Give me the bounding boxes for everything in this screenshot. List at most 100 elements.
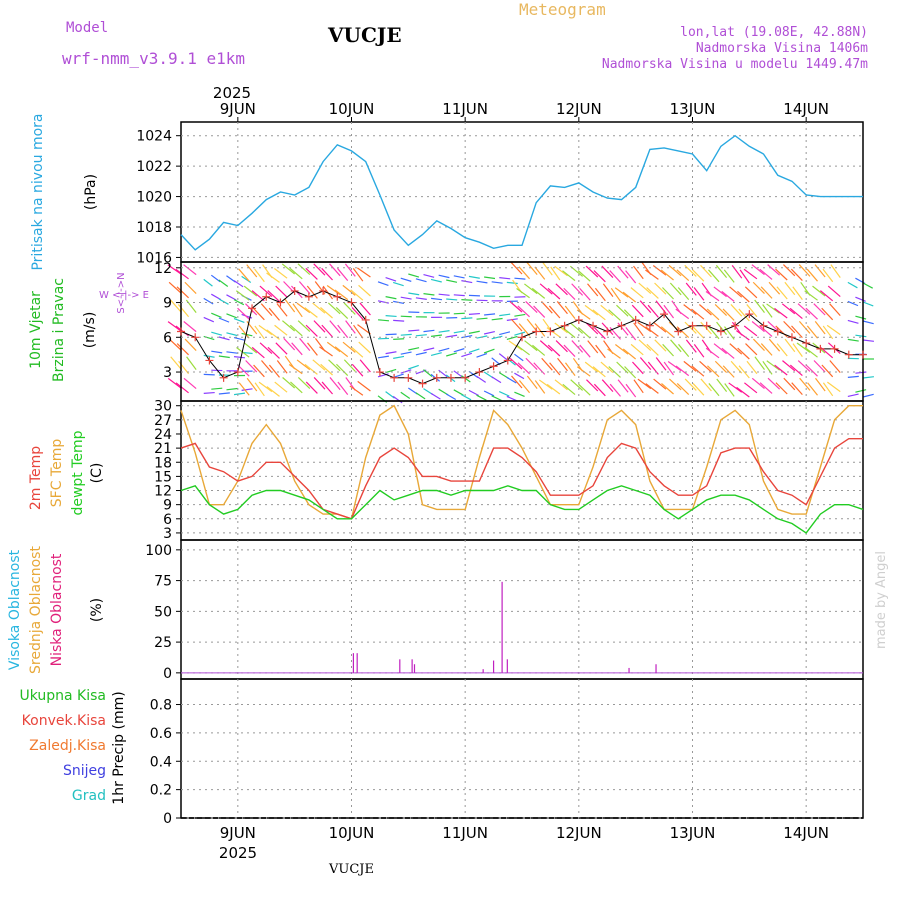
wind-vector [509, 301, 523, 313]
wind-vector [705, 347, 720, 359]
wind-vector [716, 378, 728, 392]
wind-vector [468, 312, 480, 315]
wind-vector [290, 381, 303, 394]
wind-vector [676, 269, 690, 282]
wind-vector [526, 318, 538, 332]
bottom-day-label: 9JUN [220, 824, 256, 842]
wind-vector [813, 303, 826, 316]
y-tick-label: 75 [154, 574, 172, 590]
wind-vector [774, 307, 788, 319]
wind-vector [783, 320, 796, 334]
wind-vector [356, 267, 371, 278]
wind-vector [622, 291, 637, 303]
wind-vector [218, 298, 229, 305]
wind-vector [789, 307, 803, 320]
wind-vector [555, 340, 568, 353]
wind-vector [476, 353, 488, 358]
wind-vector [685, 282, 697, 296]
wind-vector [211, 387, 223, 390]
wind-vector [392, 373, 404, 378]
wind-vector [564, 362, 576, 376]
wind-vector [491, 281, 503, 284]
wind-vector [514, 331, 526, 336]
wind-vector [637, 321, 652, 333]
wind-vector [408, 329, 420, 332]
wind-vector [822, 268, 834, 283]
y-tick-label: 1016 [136, 250, 172, 266]
wind-vector [359, 359, 371, 373]
wind-vector [678, 343, 690, 357]
wind-vector [400, 391, 411, 399]
wind-vector [210, 274, 221, 283]
wind-vector [654, 282, 667, 295]
wind-vector [203, 297, 214, 305]
wind-vector [508, 340, 523, 351]
bottom-day-label: 13JUN [670, 824, 716, 842]
wind-vector [737, 290, 750, 303]
wind-speed-marker [844, 350, 853, 359]
wind-vector [684, 264, 697, 277]
wind-vector [625, 327, 637, 341]
wind-vector [476, 280, 488, 284]
wind-speed-marker [574, 315, 583, 324]
wind-vector [506, 335, 518, 340]
wind-vector [821, 364, 834, 378]
wind-vector [254, 268, 265, 283]
wind-vector [692, 269, 705, 282]
wind-vector [662, 343, 674, 357]
wind-vector [584, 304, 599, 316]
wind-vector [539, 340, 553, 352]
wind-vector [579, 287, 591, 301]
wind-vector [393, 355, 405, 359]
coords-label: lon,lat (19.08E, 42.88N) [680, 25, 868, 40]
wind-vector [587, 340, 599, 354]
wind-vector [203, 278, 213, 287]
wind-speed-marker [347, 298, 356, 307]
dewpt-temp-line [180, 484, 864, 534]
wind-vector [289, 267, 303, 280]
wind-vector [730, 304, 743, 317]
wind-speed-marker [191, 333, 200, 342]
bottom-day-label: 10JUN [329, 824, 375, 842]
wind-vector [767, 377, 781, 390]
wind-vector [585, 322, 599, 335]
wind-vector [721, 347, 735, 359]
wind-vector [292, 303, 303, 318]
pressure-label: Pritisak na nivou mora [30, 113, 46, 270]
wind-vector [298, 281, 311, 294]
wind-vector [600, 361, 614, 374]
wind-vector [722, 308, 735, 321]
y-tick-label: 25 [154, 635, 172, 651]
wind-speed-marker [532, 327, 541, 336]
wind-vector [167, 321, 182, 332]
wind-speed-marker [446, 373, 455, 382]
wind-vector [616, 304, 629, 317]
wind-vector [238, 382, 250, 396]
wind-vector [713, 343, 727, 355]
wind-vector [177, 304, 190, 318]
wind-vector [218, 392, 230, 395]
wind-speed-marker [546, 327, 555, 336]
wind-speed-marker [560, 321, 569, 330]
wind-vector-field [167, 261, 874, 404]
wind-vector [218, 279, 229, 287]
wind-vector [288, 363, 303, 375]
y-tick-label: 100 [145, 543, 172, 559]
wind-vector [728, 382, 743, 393]
wind-vector [563, 287, 576, 301]
wind-vector [326, 284, 341, 296]
wind-vector [226, 332, 238, 337]
wind-vector [445, 393, 457, 401]
y-tick-label: 0.8 [150, 698, 172, 714]
wind-vector [805, 364, 818, 377]
wind-vector [564, 305, 576, 319]
wind-vector [693, 343, 705, 358]
wind-vector [767, 264, 781, 276]
wind-vector [531, 287, 546, 299]
wind-vector [226, 387, 238, 391]
wind-vector [525, 301, 538, 314]
wind-vector [707, 365, 720, 378]
high-cloud-label: Visoka Oblacnost [7, 549, 23, 670]
wind-vector [784, 338, 796, 353]
temp-2m-label: 2m Temp [28, 446, 44, 510]
